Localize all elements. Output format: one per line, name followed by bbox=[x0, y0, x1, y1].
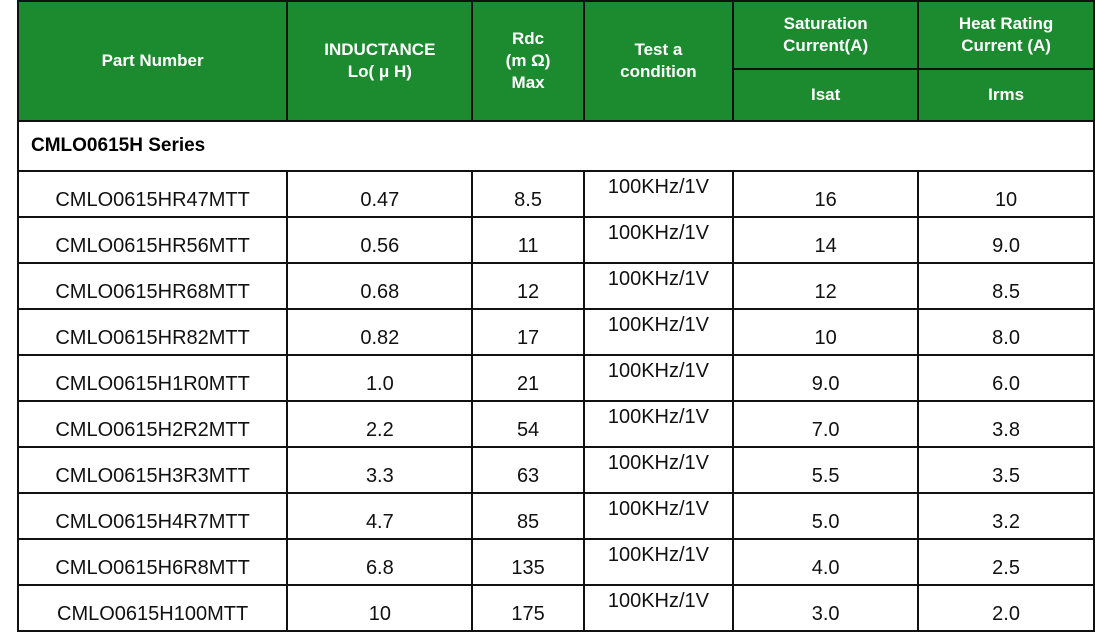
irms-cell: 6.0 bbox=[917, 354, 1095, 402]
inductance-cell: 0.56 bbox=[286, 216, 474, 264]
table-row: CMLO0615H6R8MTT 6.8 135 100KHz/1V 4.0 2.5 bbox=[16, 538, 1095, 586]
header-rdc-line3: Max bbox=[511, 73, 545, 92]
isat-cell: 10 bbox=[732, 308, 920, 356]
table-row: CMLO0615H4R7MTT 4.7 85 100KHz/1V 5.0 3.2 bbox=[16, 492, 1095, 540]
isat-cell: 5.5 bbox=[732, 446, 920, 494]
rdc-cell: 12 bbox=[471, 262, 585, 310]
irms-cell: 3.5 bbox=[917, 446, 1095, 494]
irms-cell: 3.2 bbox=[917, 492, 1095, 540]
inductance-cell: 4.7 bbox=[286, 492, 474, 540]
header-isat: Isat bbox=[732, 68, 920, 122]
part-number-cell: CMLO0615H100MTT bbox=[16, 584, 289, 632]
header-part-number: Part Number bbox=[16, 0, 289, 122]
table-row: CMLO0615HR82MTT 0.82 17 100KHz/1V 10 8.0 bbox=[16, 308, 1095, 356]
table-row: CMLO0615H1R0MTT 1.0 21 100KHz/1V 9.0 6.0 bbox=[16, 354, 1095, 402]
irms-cell: 8.0 bbox=[917, 308, 1095, 356]
inductance-cell: 3.3 bbox=[286, 446, 474, 494]
inductance-cell: 0.68 bbox=[286, 262, 474, 310]
series-label: CMLO0615H Series bbox=[17, 120, 1095, 172]
test-condition-cell: 100KHz/1V bbox=[582, 308, 735, 356]
part-number-cell: CMLO0615H6R8MTT bbox=[16, 538, 289, 586]
rdc-cell: 54 bbox=[471, 400, 585, 448]
header-inductance-line2: Lo( μ H) bbox=[347, 62, 412, 81]
table-header: Part Number INDUCTANCE Lo( μ H) Rdc (m Ω… bbox=[16, 0, 1095, 122]
isat-cell: 12 bbox=[732, 262, 920, 310]
test-condition-cell: 100KHz/1V bbox=[582, 538, 735, 586]
test-condition-cell: 100KHz/1V bbox=[582, 446, 735, 494]
part-number-cell: CMLO0615H4R7MTT bbox=[16, 492, 289, 540]
header-heat-line1: Heat Rating bbox=[958, 14, 1054, 33]
irms-cell: 8.5 bbox=[917, 262, 1095, 310]
test-condition-cell: 100KHz/1V bbox=[582, 216, 735, 264]
test-condition-cell: 100KHz/1V bbox=[582, 262, 735, 310]
inductor-spec-table: Part Number INDUCTANCE Lo( μ H) Rdc (m Ω… bbox=[16, 0, 1095, 632]
table-row: CMLO0615HR68MTT 0.68 12 100KHz/1V 12 8.5 bbox=[16, 262, 1095, 310]
inductance-cell: 10 bbox=[286, 584, 474, 632]
isat-cell: 7.0 bbox=[732, 400, 920, 448]
part-number-cell: CMLO0615HR68MTT bbox=[16, 262, 289, 310]
rdc-cell: 21 bbox=[471, 354, 585, 402]
part-number-cell: CMLO0615HR56MTT bbox=[16, 216, 289, 264]
table-row: CMLO0615HR47MTT 0.47 8.5 100KHz/1V 16 10 bbox=[16, 170, 1095, 218]
rdc-cell: 17 bbox=[471, 308, 585, 356]
part-number-cell: CMLO0615H3R3MTT bbox=[16, 446, 289, 494]
header-inductance: INDUCTANCE Lo( μ H) bbox=[286, 0, 474, 122]
table-row: CMLO0615HR56MTT 0.56 11 100KHz/1V 14 9.0 bbox=[16, 216, 1095, 264]
isat-cell: 4.0 bbox=[732, 538, 920, 586]
part-number-cell: CMLO0615H1R0MTT bbox=[16, 354, 289, 402]
header-test-line1: Test a bbox=[634, 40, 683, 59]
irms-cell: 3.8 bbox=[917, 400, 1095, 448]
rdc-cell: 63 bbox=[471, 446, 585, 494]
table-row: CMLO0615H2R2MTT 2.2 54 100KHz/1V 7.0 3.8 bbox=[16, 400, 1095, 448]
header-sat-line2: Current(A) bbox=[783, 36, 869, 55]
isat-cell: 9.0 bbox=[732, 354, 920, 402]
irms-cell: 2.0 bbox=[917, 584, 1095, 632]
irms-cell: 10 bbox=[917, 170, 1095, 218]
irms-cell: 9.0 bbox=[917, 216, 1095, 264]
test-condition-cell: 100KHz/1V bbox=[582, 400, 735, 448]
part-number-cell: CMLO0615HR47MTT bbox=[16, 170, 289, 218]
inductance-cell: 1.0 bbox=[286, 354, 474, 402]
table-rows: CMLO0615HR47MTT 0.47 8.5 100KHz/1V 16 10 CMLO0… bbox=[16, 170, 1095, 632]
header-inductance-line1: INDUCTANCE bbox=[324, 40, 436, 59]
header-sat-line1: Saturation bbox=[783, 14, 868, 33]
header-irms: Irms bbox=[917, 68, 1095, 122]
spec-table-container: Part Number INDUCTANCE Lo( μ H) Rdc (m Ω… bbox=[16, 0, 1095, 632]
header-test-condition: Test a condition bbox=[582, 0, 735, 122]
header-rdc: Rdc (m Ω) Max bbox=[471, 0, 585, 122]
header-heat-rating-current: Heat Rating Current (A) bbox=[917, 0, 1095, 70]
rdc-cell: 85 bbox=[471, 492, 585, 540]
isat-cell: 3.0 bbox=[732, 584, 920, 632]
test-condition-cell: 100KHz/1V bbox=[582, 354, 735, 402]
header-test-line2: condition bbox=[620, 62, 697, 81]
table-row: CMLO0615H100MTT 10 175 100KHz/1V 3.0 2.0 bbox=[16, 584, 1095, 632]
isat-cell: 16 bbox=[732, 170, 920, 218]
inductance-cell: 0.47 bbox=[286, 170, 474, 218]
isat-cell: 14 bbox=[732, 216, 920, 264]
test-condition-cell: 100KHz/1V bbox=[582, 170, 735, 218]
rdc-cell: 135 bbox=[471, 538, 585, 586]
test-condition-cell: 100KHz/1V bbox=[582, 584, 735, 632]
header-heat-line2: Current (A) bbox=[961, 36, 1051, 55]
part-number-cell: CMLO0615HR82MTT bbox=[16, 308, 289, 356]
part-number-cell: CMLO0615H2R2MTT bbox=[16, 400, 289, 448]
rdc-cell: 11 bbox=[471, 216, 585, 264]
table-body: CMLO0615H Series bbox=[17, 120, 1095, 172]
header-saturation-current: Saturation Current(A) bbox=[732, 0, 920, 70]
header-rdc-line2: (m Ω) bbox=[505, 51, 551, 70]
rdc-cell: 8.5 bbox=[471, 170, 585, 218]
header-rdc-line1: Rdc bbox=[512, 29, 545, 48]
test-condition-cell: 100KHz/1V bbox=[582, 492, 735, 540]
inductance-cell: 2.2 bbox=[286, 400, 474, 448]
isat-cell: 5.0 bbox=[732, 492, 920, 540]
inductance-cell: 6.8 bbox=[286, 538, 474, 586]
irms-cell: 2.5 bbox=[917, 538, 1095, 586]
rdc-cell: 175 bbox=[471, 584, 585, 632]
table-row: CMLO0615H3R3MTT 3.3 63 100KHz/1V 5.5 3.5 bbox=[16, 446, 1095, 494]
inductance-cell: 0.82 bbox=[286, 308, 474, 356]
